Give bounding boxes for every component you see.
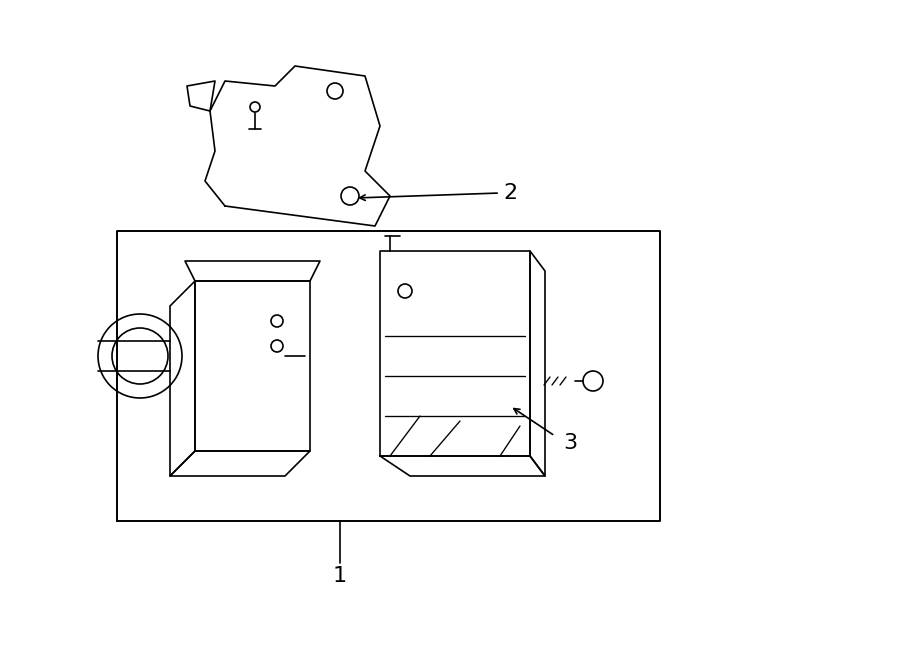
- Text: 1: 1: [333, 566, 347, 586]
- Text: 3: 3: [562, 433, 577, 453]
- Text: 2: 2: [503, 183, 517, 203]
